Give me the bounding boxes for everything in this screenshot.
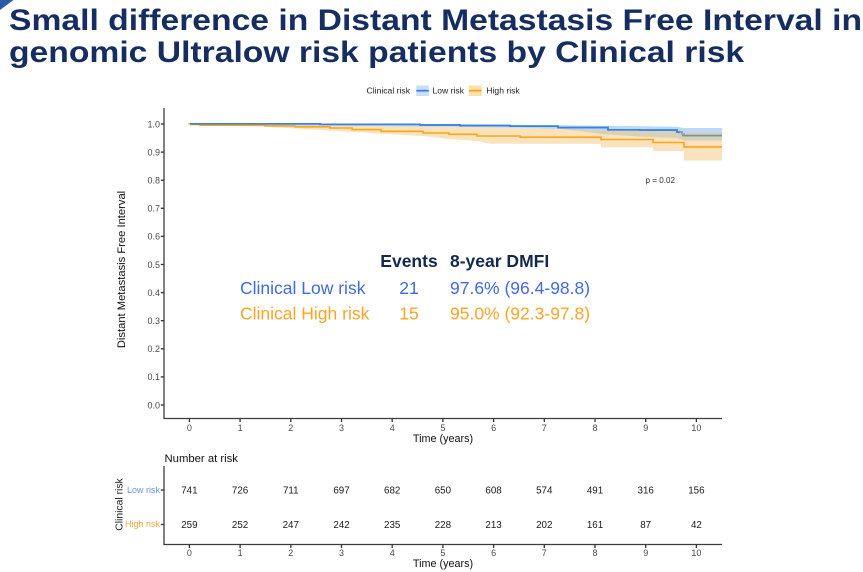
svg-text:3: 3 <box>339 548 344 558</box>
svg-text:2: 2 <box>288 548 293 558</box>
svg-text:Low risk: Low risk <box>127 485 161 495</box>
svg-text:8: 8 <box>592 423 597 433</box>
svg-text:0.3: 0.3 <box>147 316 160 326</box>
svg-text:4: 4 <box>390 423 395 433</box>
svg-text:0.7: 0.7 <box>147 204 160 214</box>
svg-text:9: 9 <box>643 423 648 433</box>
svg-text:10: 10 <box>691 423 701 433</box>
svg-text:Events: Events <box>380 251 438 271</box>
svg-text:Clinical High risk: Clinical High risk <box>240 304 370 324</box>
svg-text:252: 252 <box>232 520 248 531</box>
svg-text:Time (years): Time (years) <box>413 558 473 570</box>
svg-text:Low risk: Low risk <box>433 86 465 96</box>
svg-text:7: 7 <box>542 423 547 433</box>
svg-text:726: 726 <box>232 486 249 497</box>
svg-text:p = 0.02: p = 0.02 <box>646 176 676 185</box>
svg-text:650: 650 <box>435 486 452 497</box>
svg-text:Number at risk: Number at risk <box>165 453 239 465</box>
svg-text:High risk: High risk <box>486 86 520 96</box>
svg-text:5: 5 <box>440 548 445 558</box>
svg-text:242: 242 <box>333 520 349 531</box>
svg-text:0: 0 <box>187 548 192 558</box>
svg-text:8: 8 <box>592 548 597 558</box>
svg-text:1.0: 1.0 <box>147 119 160 129</box>
svg-text:2: 2 <box>288 423 293 433</box>
svg-text:42: 42 <box>691 520 702 531</box>
svg-text:235: 235 <box>384 520 401 531</box>
svg-text:15: 15 <box>399 304 418 324</box>
svg-text:8-year DMFI: 8-year DMFI <box>450 251 549 271</box>
svg-text:0.9: 0.9 <box>147 147 160 157</box>
svg-text:697: 697 <box>333 486 349 497</box>
svg-text:Clinical risk: Clinical risk <box>114 477 125 530</box>
svg-text:0.8: 0.8 <box>147 176 160 186</box>
svg-text:0.0: 0.0 <box>147 400 160 410</box>
svg-text:161: 161 <box>587 520 603 531</box>
svg-text:21: 21 <box>399 278 418 298</box>
svg-text:6: 6 <box>491 548 496 558</box>
svg-text:Clinical Low risk: Clinical Low risk <box>240 278 366 298</box>
svg-text:0.6: 0.6 <box>147 232 160 242</box>
svg-text:1: 1 <box>238 423 243 433</box>
svg-text:574: 574 <box>536 486 553 497</box>
svg-text:682: 682 <box>384 486 400 497</box>
svg-text:711: 711 <box>283 486 299 497</box>
svg-text:6: 6 <box>491 423 496 433</box>
svg-text:0.2: 0.2 <box>147 344 160 354</box>
svg-text:Clinical risk: Clinical risk <box>367 86 411 96</box>
svg-text:10: 10 <box>691 548 701 558</box>
svg-text:316: 316 <box>638 486 655 497</box>
svg-text:156: 156 <box>688 486 705 497</box>
svg-text:608: 608 <box>485 486 502 497</box>
svg-text:9: 9 <box>643 548 648 558</box>
svg-text:202: 202 <box>536 520 552 531</box>
svg-text:213: 213 <box>485 520 502 531</box>
svg-text:97.6% (96.4-98.8): 97.6% (96.4-98.8) <box>450 278 590 298</box>
svg-text:0.5: 0.5 <box>147 260 160 270</box>
svg-text:87: 87 <box>640 520 651 531</box>
svg-text:1: 1 <box>238 548 243 558</box>
svg-text:3: 3 <box>339 423 344 433</box>
svg-text:0: 0 <box>187 423 192 433</box>
svg-text:Time (years): Time (years) <box>413 433 473 445</box>
svg-text:0.4: 0.4 <box>147 288 160 298</box>
svg-text:Distant Metastasis Free Interv: Distant Metastasis Free Interval <box>116 191 128 348</box>
svg-text:741: 741 <box>181 486 197 497</box>
svg-text:228: 228 <box>435 520 452 531</box>
svg-text:259: 259 <box>181 520 197 531</box>
svg-text:247: 247 <box>283 520 299 531</box>
svg-text:High risk: High risk <box>125 519 161 529</box>
svg-text:7: 7 <box>542 548 547 558</box>
svg-text:491: 491 <box>587 486 603 497</box>
svg-text:5: 5 <box>440 423 445 433</box>
svg-text:4: 4 <box>390 548 395 558</box>
svg-text:0.1: 0.1 <box>147 372 160 382</box>
svg-text:95.0% (92.3-97.8): 95.0% (92.3-97.8) <box>450 304 590 324</box>
